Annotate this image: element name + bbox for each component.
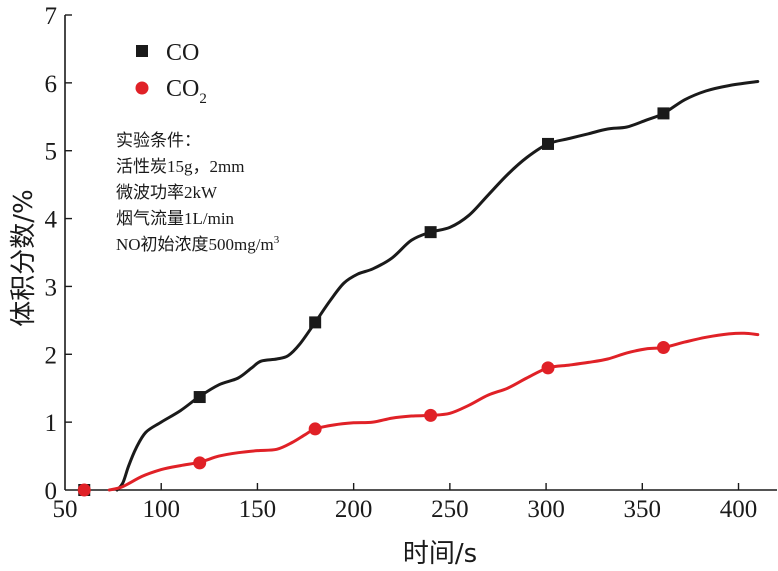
legend-label-co2-sub: 2 — [199, 91, 207, 107]
x-tick-label-250: 250 — [431, 496, 469, 523]
data-point-co-5 — [657, 107, 670, 120]
y-tick-label-0: 0 — [45, 478, 58, 505]
legend-label-co: CO — [166, 40, 199, 66]
note-line-5-text: NO初始浓度500mg/m — [116, 235, 274, 254]
note-line-5-superscript: 3 — [274, 234, 280, 246]
axes: 50 100 150 200 250 300 350 400 0 1 2 3 4 5 6 7 — [45, 3, 777, 523]
legend-marker-co — [136, 45, 148, 57]
legend: CO CO2 — [135, 40, 207, 107]
series-line-co — [115, 80, 760, 492]
series-co2 — [77, 331, 760, 497]
note-line-5: NO初始浓度500mg/m3 — [116, 234, 280, 254]
x-tick-label-50: 50 — [53, 496, 78, 523]
note-line-4: 烟气流量1L/min — [116, 209, 235, 228]
x-tick-label-400: 400 — [720, 496, 758, 523]
data-point-co2-0 — [77, 483, 91, 497]
legend-label-co2: CO2 — [166, 76, 207, 107]
x-tick-label-200: 200 — [335, 496, 373, 523]
data-point-co-4 — [542, 137, 555, 150]
conditions-annotation: 实验条件： 活性炭15g，2mm 微波功率2kW 烟气流量1L/min NO初始… — [116, 131, 280, 254]
data-point-co-1 — [193, 391, 206, 404]
note-line-3: 微波功率2kW — [116, 183, 218, 202]
note-line-1: 实验条件： — [116, 131, 201, 150]
note-line-2: 活性炭15g，2mm — [116, 157, 244, 176]
legend-label-co2-main: CO — [166, 76, 199, 102]
data-point-co2-5 — [656, 341, 670, 354]
data-point-co2-1 — [193, 456, 207, 470]
x-tick-label-300: 300 — [527, 496, 565, 523]
data-point-co-3 — [424, 226, 437, 239]
y-tick-label-6: 6 — [45, 71, 58, 98]
series-line-co2 — [107, 331, 760, 492]
y-axis-title: 体积分数/% — [9, 189, 39, 326]
x-tick-label-100: 100 — [142, 496, 180, 523]
x-tick-label-150: 150 — [239, 496, 277, 523]
y-tick-label-3: 3 — [45, 274, 58, 301]
y-tick-label-5: 5 — [45, 139, 58, 166]
data-point-co2-3 — [424, 408, 438, 422]
y-tick-label-1: 1 — [45, 410, 58, 437]
y-tick-label-7: 7 — [45, 3, 58, 30]
data-point-co2-2 — [308, 422, 322, 436]
legend-marker-co2 — [135, 81, 149, 95]
y-tick-label-4: 4 — [45, 207, 58, 234]
series-layer — [77, 80, 760, 497]
y-tick-label-2: 2 — [45, 342, 58, 369]
legend-label-co-main: CO — [166, 40, 199, 66]
data-point-co-2 — [309, 316, 322, 329]
data-point-co2-4 — [541, 361, 555, 375]
x-axis-title: 时间/s — [403, 539, 477, 569]
x-tick-label-350: 350 — [624, 496, 662, 523]
